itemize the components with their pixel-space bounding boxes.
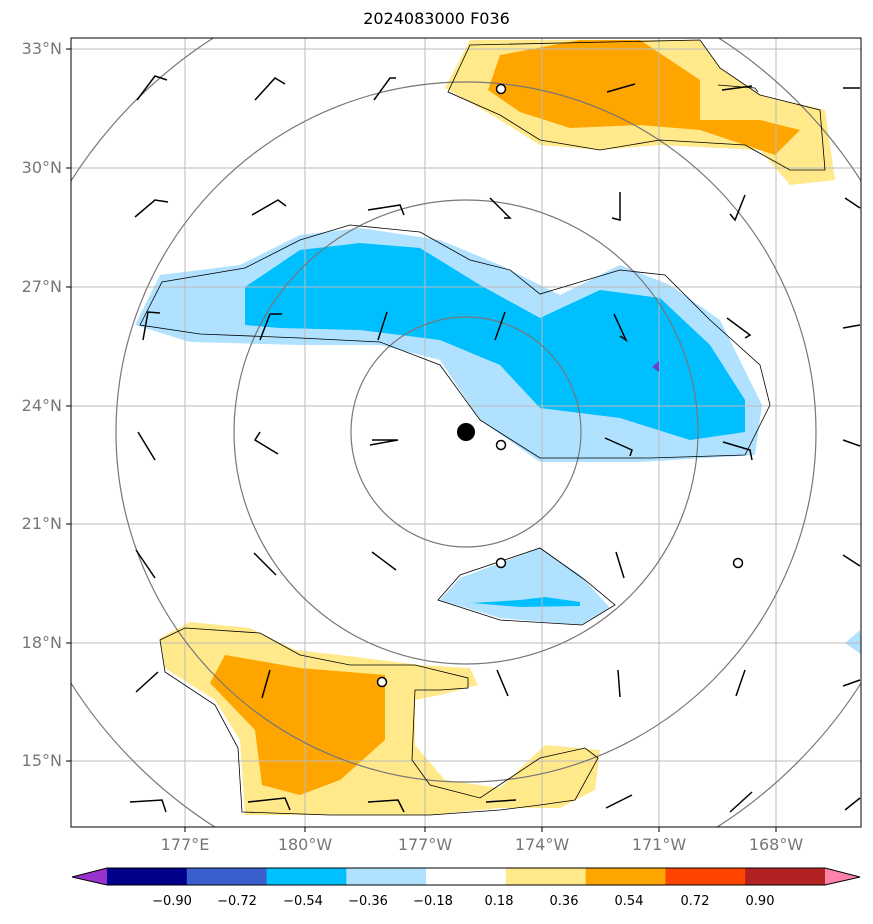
colorbar-label-8: 0.72	[680, 894, 710, 909]
small-purple-marker	[652, 361, 659, 372]
graticule	[71, 38, 861, 827]
colorbar-label-9: 0.90	[745, 894, 775, 909]
colorbar-segment	[665, 868, 746, 885]
lat-label-30n: 30°N	[21, 158, 62, 177]
map-frame	[70, 37, 862, 828]
colorbar-label-2: −0.54	[283, 894, 323, 909]
colorbar-label-5: 0.18	[484, 894, 514, 909]
lon-label-171w: 171°W	[631, 835, 687, 854]
colorbar-segment	[505, 868, 587, 885]
colorbar-segment	[745, 868, 826, 885]
lat-label-21n: 21°N	[21, 514, 62, 533]
colorbar-outline	[71, 867, 861, 886]
colorbar-label-4: −0.18	[413, 894, 453, 909]
lat-label-18n: 18°N	[21, 633, 62, 652]
colorbar	[71, 867, 861, 886]
lon-label-174w: 174°W	[514, 835, 570, 854]
lat-label-15n: 15°N	[21, 751, 62, 770]
lat-label-27n: 27°N	[21, 277, 62, 296]
colorbar-segment	[186, 868, 268, 885]
lon-label-168w: 168°W	[748, 835, 804, 854]
colorbar-segment	[426, 868, 507, 885]
colorbar-segments	[72, 868, 860, 885]
colorbar-segment	[585, 868, 666, 885]
colorbar-label-3: −0.36	[348, 894, 388, 909]
colorbar-segment	[107, 868, 188, 885]
colorbar-segment	[266, 868, 347, 885]
typhoon-center-marker	[457, 423, 475, 441]
lon-label-180w: 180°W	[277, 835, 333, 854]
axis-ticks	[66, 48, 777, 832]
wind-barbs	[129, 75, 861, 813]
chart-title: 2024083000 F036	[363, 9, 510, 28]
lon-label-177w: 177°W	[397, 835, 453, 854]
lat-label-33n: 33°N	[21, 39, 62, 58]
colorbar-label-7: 0.54	[614, 894, 644, 909]
colorbar-label-6: 0.36	[549, 894, 579, 909]
range-rings	[71, 38, 861, 827]
colorbar-segment	[346, 868, 427, 885]
colorbar-extend-low	[72, 868, 107, 885]
contour-lines	[139, 39, 826, 816]
colorbar-extend-high	[825, 868, 860, 885]
colorbar-label-0: −0.90	[152, 894, 192, 909]
colorbar-label-1: −0.72	[217, 894, 257, 909]
lat-label-24n: 24°N	[21, 396, 62, 415]
map-layers	[71, 38, 861, 827]
station-circles	[376, 83, 744, 688]
lon-label-177e: 177°E	[160, 835, 210, 854]
